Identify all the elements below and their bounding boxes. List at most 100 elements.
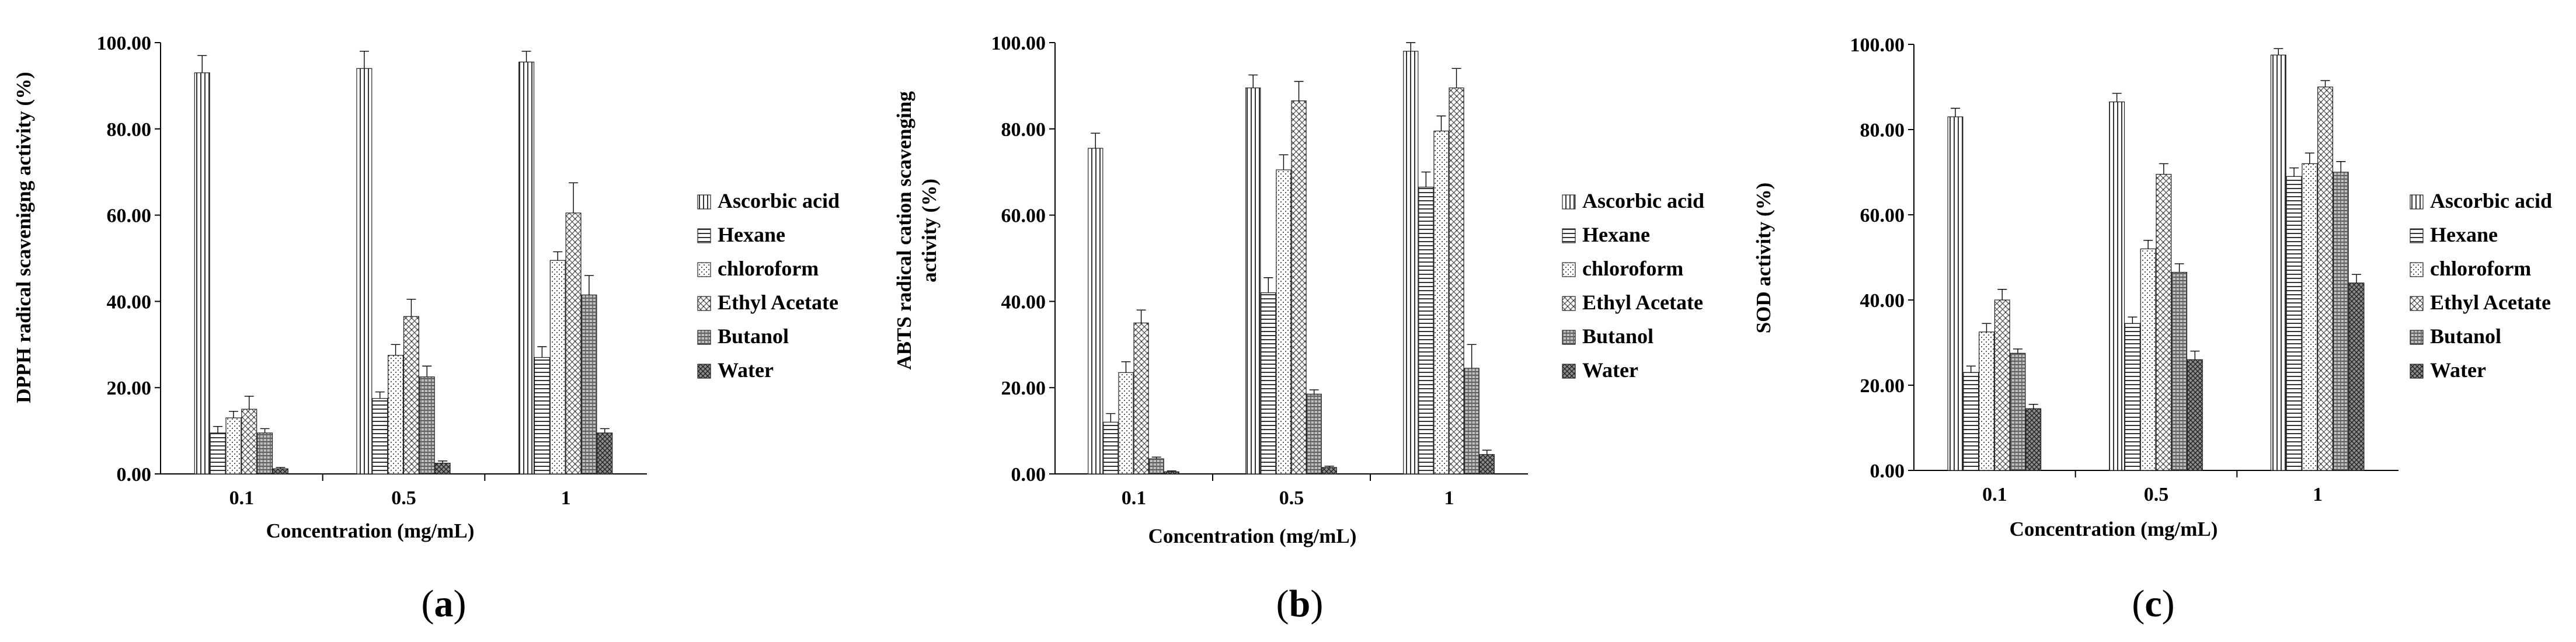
bar-butanol [2333,172,2349,471]
bar-water [434,462,451,474]
legend-label: Ascorbic acid [1582,189,1704,212]
bar-chloroform [2140,248,2156,471]
legend-label: Ethyl Acetate [718,291,838,314]
y-tick-label: 100.00 [991,33,1046,54]
bar-hexane [534,357,550,474]
caption-b: (b) [1276,582,1324,625]
bar-chloroform [1433,130,1449,474]
y-tick-label: 100.00 [97,33,152,54]
legend-label: Butanol [2430,325,2501,348]
bar-butanol [1148,458,1164,474]
y-axis-title-c: SOD activity (%) [1752,183,1775,334]
legend-label: Hexane [718,223,785,246]
bar-water [1164,471,1179,474]
bar-ethyl-acetate [2156,174,2172,471]
bar-chloroform [1978,332,1994,471]
bar-hexane [1963,372,1979,471]
y-tick-label: 60.00 [107,205,152,227]
bar-ascorbic-acid [194,72,210,474]
legend-swatch [1562,364,1576,379]
bar-chloroform [1118,372,1134,474]
bar-ethyl-acetate [241,409,257,474]
bar-hexane [1103,421,1119,474]
y-tick-label: 0.00 [1870,460,1905,482]
bar-butanol [257,432,273,474]
caption-a: (a) [422,582,467,625]
legend-swatch [697,228,711,243]
y-axis-title-b-line2: activity (%) [918,179,941,282]
y-tick-label: 20.00 [1860,375,1905,397]
legend-swatch [697,330,711,345]
bar-hexane [1418,186,1434,474]
legend-swatch [697,194,711,210]
y-tick-label: 80.00 [1860,120,1905,141]
bar-ascorbic-acid [356,68,373,474]
legend-swatch [2410,364,2424,379]
bar-hexane [1261,292,1276,474]
x-tick-label: 0.1 [1122,487,1147,509]
legend-swatch [697,364,711,379]
bar-ascorbic-acid [518,61,535,474]
legend-label: Ascorbic acid [718,189,840,212]
bar-chloroform [2302,163,2318,471]
bar-water [1321,467,1337,474]
legend-label: chloroform [1582,257,1683,280]
legend-swatch [1562,296,1576,311]
caption-letter-a: a [434,582,454,625]
legend-swatch [2410,330,2424,345]
legend-label: Hexane [2430,223,2498,246]
legend-swatch [1562,262,1576,277]
legend-swatch [2410,228,2424,243]
bar-butanol [1464,368,1480,474]
bar-hexane [2286,176,2302,471]
bar-butanol [2171,271,2188,471]
legend-label: Ascorbic acid [2430,189,2552,212]
legend-swatch [697,296,711,311]
y-tick-label: 40.00 [1001,291,1046,313]
x-tick-label: 0.1 [1982,484,2007,505]
legend-label: Water [1582,358,1638,382]
bar-butanol [581,294,597,474]
bar-ethyl-acetate [1994,299,2010,471]
x-tick-label: 1 [1444,487,1454,509]
x-tick-label: 0.1 [229,487,255,509]
y-tick-label: 60.00 [1860,205,1905,226]
bar-ethyl-acetate [565,212,582,474]
bar-water [2348,282,2365,471]
plot-b: 0.00 20.00 40.00 60.00 80.00 100.00 0.1 0.5 1 [991,33,1528,509]
y-tick-label: 80.00 [1001,119,1046,141]
legend-swatch [697,262,711,277]
y-tick-label: 20.00 [107,378,152,399]
bar-water [2187,359,2203,471]
legend-label: Butanol [718,325,789,348]
legend-label: Water [718,358,774,382]
legend-c: Ascorbic acid Hexane chloroform Ethyl Aceta… [2410,189,2552,382]
legend-label: chloroform [2430,257,2531,280]
y-tick-label: 20.00 [1001,378,1046,399]
bar-ethyl-acetate [1291,100,1307,474]
x-tick-label: 0.5 [2144,484,2169,505]
bar-water [272,468,288,474]
legend-a: Ascorbic acid Hexane chloroform Ethyl Aceta… [697,189,840,382]
legend-label: chloroform [718,257,819,280]
y-axis-title-b: ABTS radical cation scavenging [893,91,915,370]
bar-water [2025,408,2042,471]
legend-label: Hexane [1582,223,1650,246]
legend-swatch [2410,194,2424,210]
bar-ethyl-acetate [403,316,419,474]
y-tick-label: 60.00 [1001,205,1046,227]
bar-butanol [419,376,435,474]
x-tick-label: 0.5 [391,487,416,509]
bar-ascorbic-acid [2109,101,2125,471]
panel-c: 0.00 20.00 40.00 60.00 80.00 100.00 0.1 0.5 1 SO… [1752,34,2552,625]
plot-a: 0.00 20.00 40.00 60.00 80.00 100.00 0.1 0.5 1 [97,33,647,509]
bar-ascorbic-acid [1088,148,1103,474]
panel-b: 0.00 20.00 40.00 60.00 80.00 100.00 0.1 0.5 1 AB… [893,33,1704,625]
bar-ascorbic-acid [2270,54,2286,471]
x-axis-title-b: Concentration (mg/mL) [1148,525,1357,547]
legend-swatch [2410,296,2424,311]
x-tick-label: 0.5 [1279,487,1304,509]
bar-water [597,432,613,474]
bar-ethyl-acetate [2317,86,2334,471]
legend-label: Ethyl Acetate [2430,291,2551,314]
